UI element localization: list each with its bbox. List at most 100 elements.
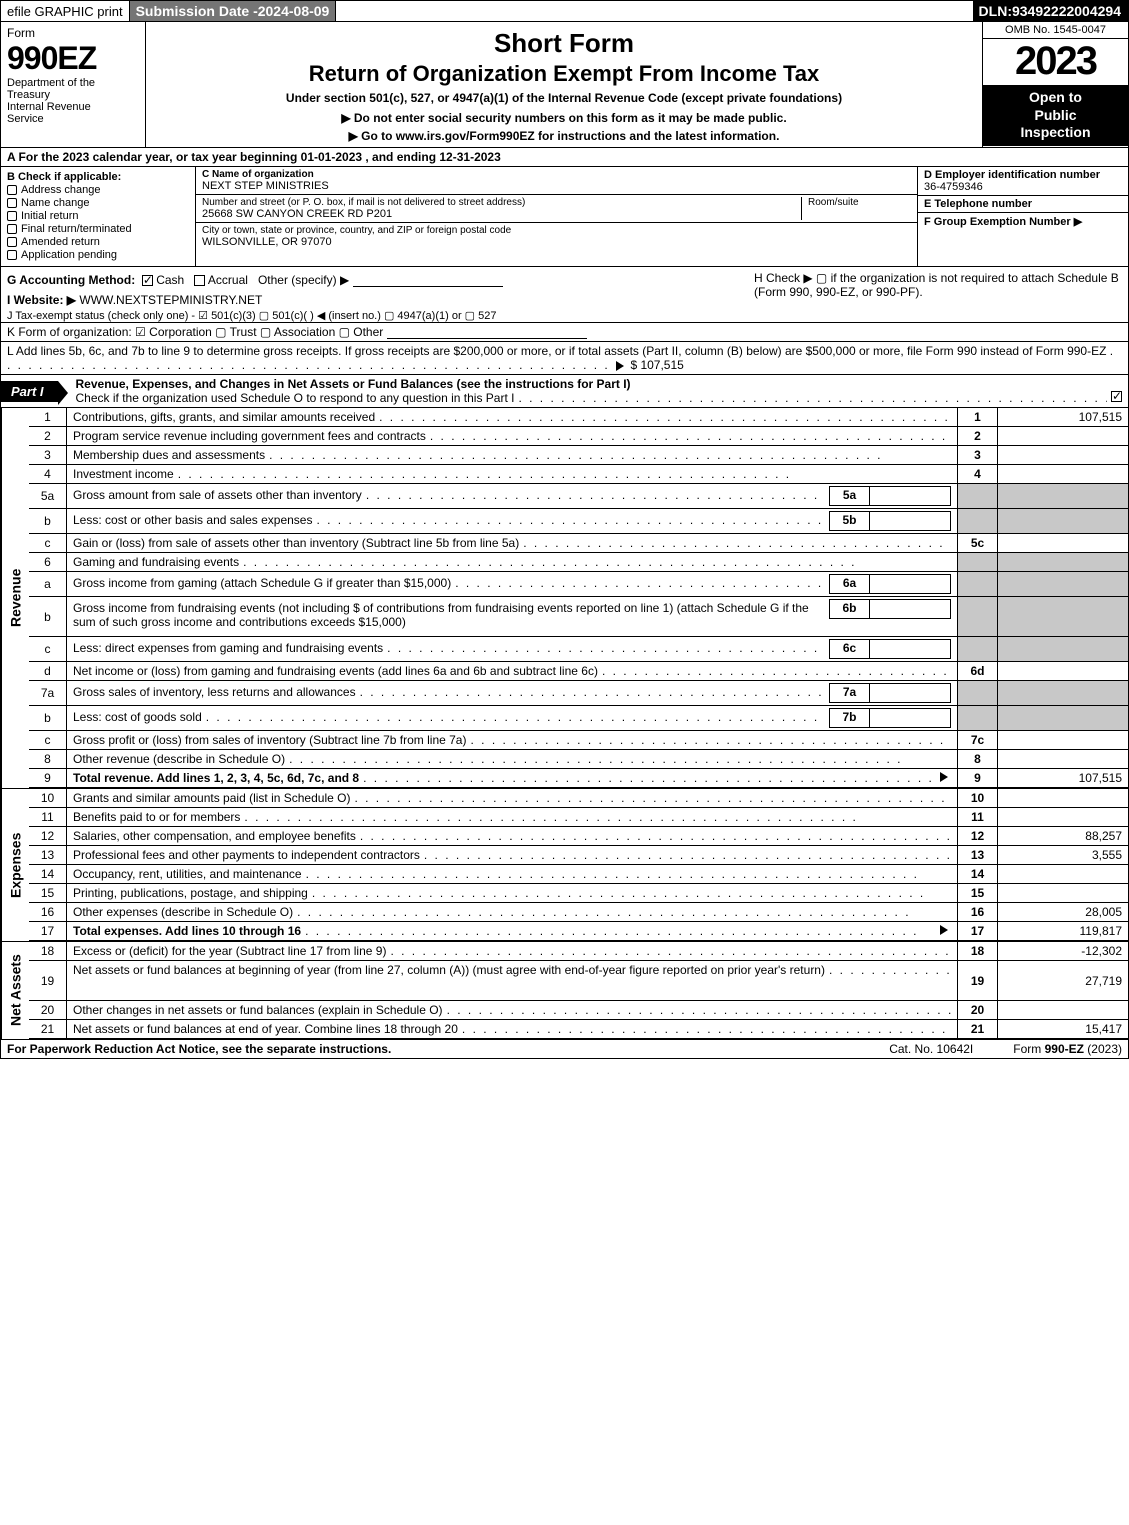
line-ref: 12 <box>958 827 998 846</box>
line-number: 13 <box>29 846 67 865</box>
line-amount <box>998 534 1128 553</box>
chk-amended-return[interactable]: Amended return <box>7 236 189 248</box>
chk-cash[interactable] <box>142 275 153 286</box>
line-number: 15 <box>29 884 67 903</box>
col-b: B Check if applicable: Address change Na… <box>1 167 196 266</box>
line-ref: 18 <box>958 942 998 961</box>
line-text: Gain or (loss) from sale of assets other… <box>67 534 958 553</box>
line-ref: 8 <box>958 750 998 769</box>
revenue-vlabel: Revenue <box>1 408 29 788</box>
line-ref: 3 <box>958 446 998 465</box>
line-ref <box>958 706 998 731</box>
line-text: Total revenue. Add lines 1, 2, 3, 4, 5c,… <box>67 769 958 788</box>
line-ref: 14 <box>958 865 998 884</box>
arrow-icon <box>616 361 624 371</box>
line-text: Gross income from fundraising events (no… <box>67 597 958 637</box>
line-ref <box>958 681 998 706</box>
other-specify[interactable] <box>353 273 503 287</box>
line-text: Gross amount from sale of assets other t… <box>67 484 958 509</box>
chk-address-change[interactable]: Address change <box>7 184 189 196</box>
line-ref: 9 <box>958 769 998 788</box>
line-ref <box>958 509 998 534</box>
line-text: Gross sales of inventory, less returns a… <box>67 681 958 706</box>
line-text: Net assets or fund balances at beginning… <box>67 961 958 1001</box>
submission-date-label: Submission Date - 2024-08-09 <box>130 1 337 21</box>
line-number: 6 <box>29 553 67 572</box>
row-a: A For the 2023 calendar year, or tax yea… <box>0 148 1129 167</box>
line-number: 21 <box>29 1020 67 1039</box>
line-text: Salaries, other compensation, and employ… <box>67 827 958 846</box>
dln-value: 93492222004294 <box>1012 3 1121 19</box>
line-amount: 15,417 <box>998 1020 1128 1039</box>
line-number: 7a <box>29 681 67 706</box>
line-number: 3 <box>29 446 67 465</box>
line-text: Gross income from gaming (attach Schedul… <box>67 572 958 597</box>
line-ref <box>958 484 998 509</box>
l-amount: $ 107,515 <box>630 358 683 372</box>
line-text: Less: cost of goods sold7b <box>67 706 958 731</box>
line-amount: 107,515 <box>998 769 1128 788</box>
line-amount <box>998 681 1128 706</box>
efile-label[interactable]: efile GRAPHIC print <box>1 1 130 21</box>
omb-number: OMB No. 1545-0047 <box>983 22 1128 39</box>
line-amount <box>998 706 1128 731</box>
under-section: Under section 501(c), 527, or 4947(a)(1)… <box>152 91 976 105</box>
line-amount <box>998 789 1128 808</box>
line-amount <box>998 465 1128 484</box>
line-number: 18 <box>29 942 67 961</box>
chk-final-return[interactable]: Final return/terminated <box>7 223 189 235</box>
line-number: d <box>29 662 67 681</box>
netassets-lines: 18Excess or (deficit) for the year (Subt… <box>29 942 1128 1039</box>
chk-accrual[interactable] <box>194 275 205 286</box>
line-ref: 6d <box>958 662 998 681</box>
k-other-line[interactable] <box>387 325 587 339</box>
b-label: B Check if applicable: <box>7 171 121 183</box>
line-amount: 3,555 <box>998 846 1128 865</box>
line-text: Program service revenue including govern… <box>67 427 958 446</box>
line-amount <box>998 662 1128 681</box>
line-text: Other expenses (describe in Schedule O) <box>67 903 958 922</box>
line-ref: 7c <box>958 731 998 750</box>
page-footer: For Paperwork Reduction Act Notice, see … <box>0 1040 1129 1059</box>
line-ref: 13 <box>958 846 998 865</box>
line-text: Excess or (deficit) for the year (Subtra… <box>67 942 958 961</box>
revenue-lines: 1Contributions, gifts, grants, and simil… <box>29 408 1128 788</box>
line-ref: 11 <box>958 808 998 827</box>
return-title: Return of Organization Exempt From Incom… <box>152 61 976 87</box>
line-text: Other revenue (describe in Schedule O) <box>67 750 958 769</box>
k-form-of-org: K Form of organization: ☑ Corporation ▢ … <box>0 323 1129 342</box>
dept-treasury: Department of theTreasuryInternal Revenu… <box>7 77 139 125</box>
line-number: c <box>29 534 67 553</box>
line-text: Less: cost or other basis and sales expe… <box>67 509 958 534</box>
line-number: c <box>29 637 67 662</box>
revenue-section: Revenue 1Contributions, gifts, grants, a… <box>0 408 1129 788</box>
bcde-block: B Check if applicable: Address change Na… <box>0 167 1129 267</box>
chk-schedule-o[interactable] <box>1111 391 1122 402</box>
line-text: Total expenses. Add lines 10 through 16 <box>67 922 958 941</box>
line-number: 5a <box>29 484 67 509</box>
chk-initial-return[interactable]: Initial return <box>7 210 189 222</box>
line-number: 9 <box>29 769 67 788</box>
line-amount: 119,817 <box>998 922 1128 941</box>
line-text: Contributions, gifts, grants, and simila… <box>67 408 958 427</box>
line-number: 17 <box>29 922 67 941</box>
line-number: 16 <box>29 903 67 922</box>
header-center: Short Form Return of Organization Exempt… <box>146 22 983 147</box>
top-bar: efile GRAPHIC print Submission Date - 20… <box>0 0 1129 22</box>
line-amount <box>998 637 1128 662</box>
line-number: a <box>29 572 67 597</box>
line-ref: 21 <box>958 1020 998 1039</box>
line-ref: 15 <box>958 884 998 903</box>
line-amount <box>998 446 1128 465</box>
line-ref: 10 <box>958 789 998 808</box>
line-ref: 4 <box>958 465 998 484</box>
submission-date: 2024-08-09 <box>258 3 330 19</box>
line-amount <box>998 484 1128 509</box>
chk-application-pending[interactable]: Application pending <box>7 249 189 261</box>
website-link[interactable]: WWW.NEXTSTEPMINISTRY.NET <box>79 293 262 307</box>
line-number: c <box>29 731 67 750</box>
tax-year: 2023 <box>983 39 1128 85</box>
go-to-link[interactable]: ▶ Go to www.irs.gov/Form990EZ for instru… <box>152 129 976 143</box>
chk-name-change[interactable]: Name change <box>7 197 189 209</box>
dln: DLN: 93492222004294 <box>973 1 1128 21</box>
